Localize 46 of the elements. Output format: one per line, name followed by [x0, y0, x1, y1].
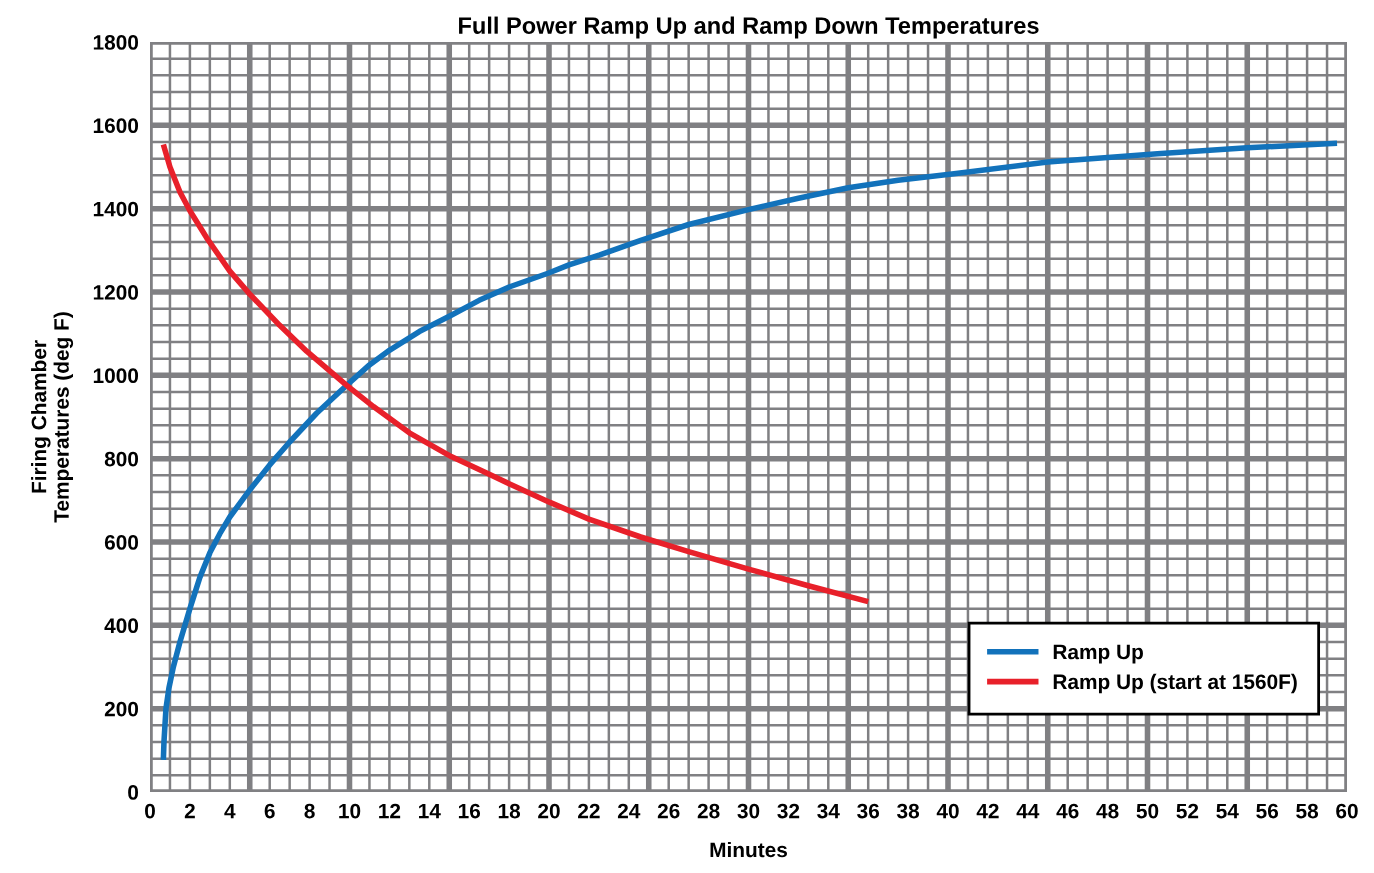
legend-label: Ramp Up (start at 1560F)	[1053, 673, 1297, 694]
x-tick-label: 30	[737, 803, 760, 819]
y-tick-label: 1200	[93, 285, 139, 300]
y-tick-label: 1400	[93, 201, 139, 217]
x-tick-label: 38	[896, 803, 920, 819]
x-tick-label: 20	[538, 803, 560, 819]
y-tick-label: 200	[104, 701, 139, 717]
x-tick-label: 4	[224, 803, 236, 819]
y-tick-label: 600	[104, 535, 139, 550]
x-tick-label: 22	[578, 803, 600, 819]
x-tick-label: 44	[1016, 803, 1040, 819]
x-tick-label: 48	[1096, 803, 1119, 819]
x-tick-label: 24	[617, 803, 641, 819]
x-tick-label: 46	[1056, 803, 1079, 819]
x-tick-label: 34	[817, 803, 840, 819]
x-tick-label: 14	[419, 803, 441, 819]
x-tick-label: 26	[657, 803, 680, 819]
x-tick-label: 32	[777, 803, 800, 819]
x-tick-label: 0	[145, 803, 155, 819]
legend-label: Ramp Up	[1053, 644, 1143, 664]
y-axis-title: Firing Chamber Temperatures (deg F)	[31, 312, 74, 523]
x-tick-label: 10	[339, 803, 361, 819]
x-axis-title: Minutes	[710, 841, 787, 858]
x-tick-label: 28	[697, 803, 720, 819]
x-tick-label: 60	[1336, 803, 1358, 819]
y-tick-label: 0	[128, 785, 139, 800]
x-tick-label: 52	[1176, 803, 1199, 819]
x-tick-label: 16	[458, 803, 481, 819]
x-tick-label: 2	[184, 803, 195, 819]
x-tick-label: 18	[498, 803, 521, 819]
y-tick-label: 400	[104, 618, 139, 634]
x-tick-label: 40	[936, 803, 959, 819]
x-tick-label: 50	[1136, 803, 1159, 819]
x-tick-label: 8	[304, 803, 315, 819]
x-tick-label: 54	[1216, 803, 1239, 819]
x-tick-label: 12	[379, 803, 401, 819]
y-tick-label: 800	[104, 451, 139, 467]
x-tick-label: 56	[1256, 803, 1279, 819]
chart-title: Full Power Ramp Up and Ramp Down Temperatures	[459, 16, 1039, 39]
x-tick-label: 58	[1296, 803, 1319, 819]
x-tick-label: 6	[264, 803, 275, 819]
y-tick-label: 1600	[93, 118, 139, 134]
x-tick-label: 42	[976, 803, 999, 819]
y-tick-label: 1000	[93, 368, 139, 384]
y-tick-label: 1800	[93, 35, 139, 50]
x-tick-label: 36	[857, 803, 880, 819]
